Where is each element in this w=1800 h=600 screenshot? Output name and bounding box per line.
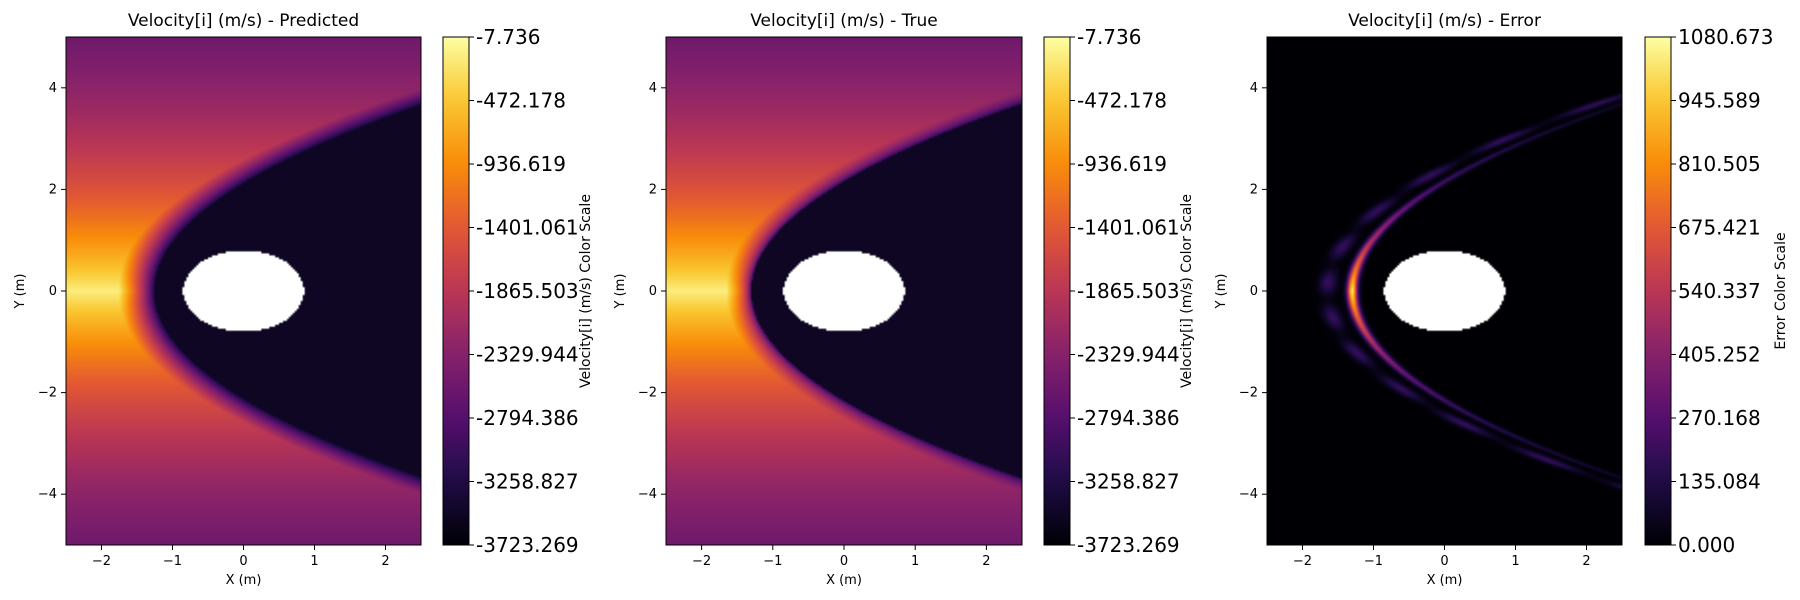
y-tick-label: 2 [49,182,57,197]
colorbar [442,36,470,546]
x-tick-label: −2 [92,554,111,569]
colorbar-tick-label: -1401.061 [1077,216,1180,240]
colorbar-tick-label: -472.178 [476,89,566,113]
y-tick-label: −2 [1239,386,1258,401]
heatmap-image [666,37,1022,545]
x-tick-label: 0 [1440,554,1448,569]
colorbar-tick-label: -2329.944 [476,343,579,367]
y-tick-label: 0 [649,284,657,299]
subplot-1: Velocity[i] (m/s) - Predicted −2 −1 0 1 2 4 2 0 −… [13,11,594,588]
colorbar-tick-label: -3723.269 [476,533,579,557]
y-tick-label: −2 [38,386,57,401]
colorbar-tick-label: -472.178 [1077,89,1167,113]
subplot-title: Velocity[i] (m/s) - True [750,11,938,31]
colorbar-tick-label: -936.619 [1077,152,1167,176]
colorbar-tick-label: -1865.503 [476,279,579,303]
x-tick-label: −1 [163,554,182,569]
colorbar-tick-label: -3258.827 [476,470,579,494]
heatmap-image [66,37,421,545]
y-tick-label: −2 [638,386,657,401]
y-tick-label: 4 [49,81,57,96]
y-tick-label: 4 [649,81,657,96]
colorbar-tick-label: 405.252 [1678,343,1761,367]
y-tick-label: −4 [38,487,57,502]
colorbar-tick-label: -2329.944 [1077,343,1180,367]
y-axis-label: Y (m) [613,274,628,310]
colorbar-label: Velocity[i] (m/s) Color Scale [1179,194,1195,388]
subplot-title: Velocity[i] (m/s) - Error [1348,11,1541,31]
colorbar-tick-label: -7.736 [476,25,540,49]
x-tick-label: −2 [1293,554,1312,569]
colorbar-label: Error Color Scale [1773,232,1789,349]
y-axis-label: Y (m) [13,274,28,310]
colorbar-tick-label: -1401.061 [476,216,579,240]
x-axis-label: X (m) [226,573,262,588]
colorbar-tick-label: -1865.503 [1077,279,1180,303]
x-tick-label: −2 [692,554,711,569]
colorbar-label: Velocity[i] (m/s) Color Scale [578,194,594,388]
x-tick-label: 2 [1582,554,1590,569]
x-tick-label: 0 [239,554,247,569]
colorbar-tick-label: 1080.673 [1678,25,1773,49]
subplot-2: Velocity[i] (m/s) - True −2 −1 0 1 2 4 2 0 −2 −4 X … [613,11,1195,588]
subplot-3: Velocity[i] (m/s) - Error −2 −1 0 1 2 4 2 0 −2 −4 X… [1214,11,1789,588]
x-axis-label: X (m) [826,573,862,588]
colorbar [1644,36,1672,546]
colorbar-tick-label: -2794.386 [1077,406,1180,430]
colorbar-tick-label: -936.619 [476,152,566,176]
x-tick-label: −1 [763,554,782,569]
y-tick-label: −4 [1239,487,1258,502]
colorbar-tick-label: 270.168 [1678,406,1761,430]
y-tick-label: 2 [1250,182,1258,197]
colorbar [1043,36,1071,546]
y-tick-label: −4 [638,487,657,502]
x-tick-label: 0 [840,554,848,569]
colorbar-tick-label: -7.736 [1077,25,1141,49]
x-tick-label: 1 [1511,554,1519,569]
x-tick-label: 1 [310,554,318,569]
colorbar-tick-label: 945.589 [1678,89,1761,113]
y-tick-label: 2 [649,182,657,197]
x-axis-label: X (m) [1427,573,1463,588]
x-tick-label: 2 [982,554,990,569]
colorbar-tick-label: 135.084 [1678,470,1761,494]
x-tick-label: −1 [1364,554,1383,569]
colorbar-tick-label: -2794.386 [476,406,579,430]
x-tick-label: 2 [381,554,389,569]
colorbar-tick-label: 540.337 [1678,279,1761,303]
y-tick-label: 0 [1250,284,1258,299]
x-tick-label: 1 [911,554,919,569]
colorbar-tick-label: -3723.269 [1077,533,1180,557]
colorbar-tick-label: 0.000 [1678,533,1735,557]
y-tick-label: 0 [49,284,57,299]
heatmap-image [1267,37,1622,545]
colorbar-tick-label: 675.421 [1678,216,1761,240]
subplot-title: Velocity[i] (m/s) - Predicted [128,11,359,31]
colorbar-tick-label: 810.505 [1678,152,1761,176]
y-tick-label: 4 [1250,81,1258,96]
y-axis-label: Y (m) [1214,274,1229,310]
colorbar-tick-label: -3258.827 [1077,470,1180,494]
